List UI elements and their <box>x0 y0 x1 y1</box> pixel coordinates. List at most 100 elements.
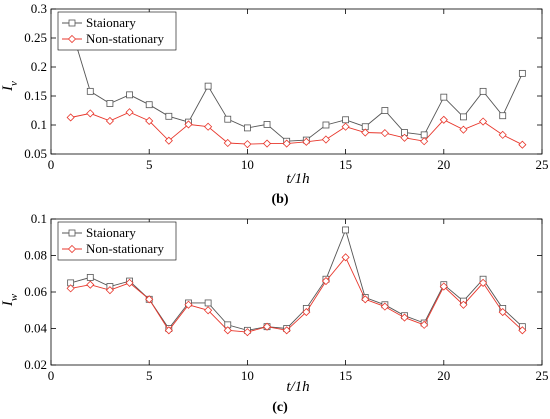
data-point-c-non-stationary <box>105 286 114 295</box>
data-point-b-non-stationary <box>459 125 468 134</box>
y-tick-label-c: 0.06 <box>24 284 47 299</box>
x-tick-label-b: 15 <box>339 157 352 172</box>
data-point-c-non-stationary <box>341 253 350 262</box>
data-point-b-non-stationary <box>204 122 213 131</box>
data-point-b-stationary <box>204 82 212 90</box>
data-point-c-non-stationary <box>204 306 213 315</box>
data-point-b-non-stationary <box>86 109 95 118</box>
ylabel-b: Iv <box>0 81 20 92</box>
x-tick-label-c: 20 <box>437 368 450 383</box>
legend-box-b <box>57 11 177 51</box>
data-point-c-non-stationary <box>184 300 193 309</box>
legend-label-b: Non-stationary <box>86 31 164 46</box>
data-point-c-non-stationary <box>321 276 331 286</box>
x-tick-label-c: 25 <box>536 368 549 383</box>
data-point-c-non-stationary <box>479 278 488 287</box>
caption-c: (c) <box>272 400 288 415</box>
data-point-b-stationary <box>145 101 153 109</box>
x-tick-label-c: 10 <box>241 368 254 383</box>
data-point-c-non-stationary <box>361 295 370 304</box>
chart-panel-c: 0 5 10 15 20 25 0.02 0.04 0.06 0.08 0.1 StaionaryNo… <box>0 211 549 415</box>
data-point-c-non-stationary <box>439 282 448 291</box>
data-point-b-non-stationary <box>184 120 193 129</box>
data-point-b-non-stationary <box>125 108 134 117</box>
data-point-b-non-stationary <box>105 116 114 126</box>
data-point-b-non-stationary <box>282 139 291 148</box>
x-tick-label-b: 5 <box>146 157 153 172</box>
data-point-c-non-stationary <box>498 308 507 317</box>
data-point-c-stationary <box>86 273 94 281</box>
data-point-c-non-stationary <box>164 326 173 335</box>
data-point-b-non-stationary <box>164 136 173 145</box>
data-point-b-stationary <box>86 87 94 95</box>
data-point-b-non-stationary <box>66 113 75 122</box>
x-tick-label-b: 0 <box>48 157 55 172</box>
data-point-c-stationary <box>204 299 212 307</box>
data-point-c-non-stationary <box>518 326 527 335</box>
data-point-b-non-stationary <box>380 129 389 138</box>
y-tick-label-b: 0.05 <box>24 146 47 161</box>
data-point-b-stationary <box>499 112 507 120</box>
y-tick-label-b: 0.25 <box>24 30 47 45</box>
legend-marker-b <box>68 19 76 27</box>
data-point-c-non-stationary <box>125 278 134 287</box>
data-point-b-non-stationary <box>498 130 507 139</box>
data-point-c-non-stationary <box>66 284 75 293</box>
data-point-b-non-stationary <box>262 139 272 148</box>
data-point-b-stationary <box>479 87 487 95</box>
data-point-c-non-stationary <box>262 322 272 331</box>
legend-label-c: Non-stationary <box>86 241 164 256</box>
series-line-b-non-stationary <box>70 111 523 146</box>
data-point-b-stationary <box>243 124 251 132</box>
data-point-b-non-stationary <box>341 122 350 131</box>
plot-area-b: 0 5 10 15 20 25 0.05 0.1 0.15 0.2 0.25 0.3 Staionary… <box>24 1 548 172</box>
y-tick-label-c: 0.1 <box>31 211 47 226</box>
x-tick-label-c: 5 <box>146 368 153 383</box>
ylabel-c: Iw <box>0 293 20 307</box>
legend-label-c: Staionary <box>86 225 136 240</box>
y-tick-label-b: 0.3 <box>31 1 47 16</box>
data-point-b-non-stationary <box>518 140 527 149</box>
data-point-c-non-stationary <box>380 302 389 311</box>
data-point-b-non-stationary <box>439 115 448 124</box>
data-point-b-stationary <box>263 121 271 128</box>
data-point-c-non-stationary <box>282 326 291 335</box>
plot-area-c: 0 5 10 15 20 25 0.02 0.04 0.06 0.08 0.1 StaionaryNo… <box>24 211 548 383</box>
xlabel-b: t/1h <box>286 171 309 187</box>
y-tick-label-c: 0.02 <box>24 357 47 372</box>
data-point-b-non-stationary <box>223 138 232 148</box>
x-tick-label-c: 0 <box>48 368 55 383</box>
y-tick-label-b: 0.2 <box>31 59 47 74</box>
legend-marker-c <box>67 244 77 254</box>
data-point-b-stationary <box>224 115 232 123</box>
data-point-b-stationary <box>440 93 448 101</box>
legend-label-b: Staionary <box>86 15 136 30</box>
data-point-b-non-stationary <box>400 133 409 142</box>
data-point-c-non-stationary <box>459 300 468 309</box>
data-point-b-non-stationary <box>479 117 488 126</box>
x-tick-label-b: 20 <box>437 157 450 172</box>
data-point-b-non-stationary <box>302 137 311 146</box>
data-point-b-non-stationary <box>145 116 154 126</box>
xlabel-c: t/1h <box>286 379 309 395</box>
data-point-b-non-stationary <box>420 137 429 146</box>
data-point-c-non-stationary <box>420 320 429 329</box>
data-point-b-non-stationary <box>321 135 331 144</box>
x-tick-label-b: 25 <box>536 157 549 172</box>
data-point-c-non-stationary <box>243 328 252 337</box>
data-point-c-stationary <box>342 226 350 234</box>
data-point-b-stationary <box>420 131 428 139</box>
chart-panel-b: 0 5 10 15 20 25 0.05 0.1 0.15 0.2 0.25 0.3 Staionary… <box>0 1 549 207</box>
data-point-b-stationary <box>460 113 467 121</box>
data-point-b-stationary <box>126 91 133 99</box>
y-tick-label-b: 0.1 <box>31 117 47 132</box>
legend-marker-c <box>68 229 76 237</box>
data-point-b-stationary <box>518 69 526 77</box>
data-point-b-stationary <box>106 100 114 107</box>
series-line-c-non-stationary <box>70 256 523 333</box>
data-point-c-non-stationary <box>86 280 95 289</box>
caption-b: (b) <box>271 192 288 207</box>
y-tick-label-b: 0.15 <box>24 88 47 103</box>
legend-marker-b <box>67 34 77 44</box>
